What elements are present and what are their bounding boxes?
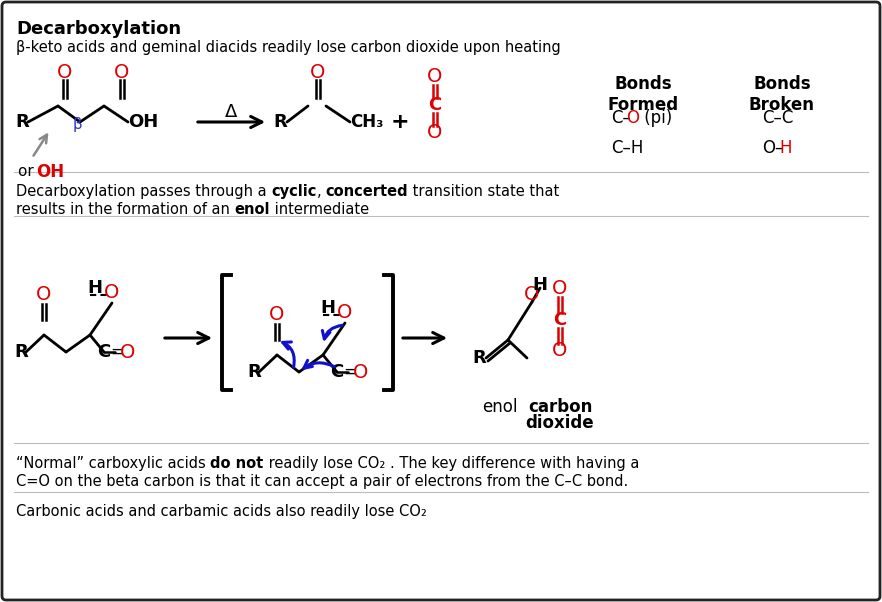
Text: results in the formation of an: results in the formation of an bbox=[16, 202, 235, 217]
Text: C: C bbox=[553, 311, 566, 329]
Text: Carbonic acids and carbamic acids also readily lose CO₂: Carbonic acids and carbamic acids also r… bbox=[16, 504, 427, 519]
Text: C=O on the beta carbon is that it can accept a pair of electrons from the C–C bo: C=O on the beta carbon is that it can ac… bbox=[16, 474, 628, 489]
Text: Δ: Δ bbox=[225, 103, 237, 121]
Text: O: O bbox=[120, 343, 136, 361]
Text: β-keto acids and geminal diacids readily lose carbon dioxide upon heating: β-keto acids and geminal diacids readily… bbox=[16, 40, 561, 55]
Text: O: O bbox=[115, 63, 130, 81]
Text: or: or bbox=[18, 164, 39, 179]
Text: O: O bbox=[427, 123, 443, 143]
Text: readily lose CO₂ . The key difference with having a: readily lose CO₂ . The key difference wi… bbox=[264, 456, 639, 471]
Text: R: R bbox=[15, 113, 29, 131]
Text: R: R bbox=[14, 343, 27, 361]
Text: =: = bbox=[110, 343, 124, 361]
Text: H: H bbox=[87, 279, 102, 297]
Text: Bonds
Formed: Bonds Formed bbox=[608, 75, 678, 114]
Text: R: R bbox=[247, 363, 261, 381]
Text: transition state that: transition state that bbox=[408, 184, 560, 199]
Text: concerted: concerted bbox=[325, 184, 408, 199]
Text: H: H bbox=[779, 139, 791, 157]
Text: enol: enol bbox=[235, 202, 270, 217]
Text: +: + bbox=[391, 112, 409, 132]
Text: O: O bbox=[310, 63, 325, 81]
Text: CH₃: CH₃ bbox=[350, 113, 384, 131]
Text: “Normal” carboxylic acids: “Normal” carboxylic acids bbox=[16, 456, 211, 471]
Text: enol: enol bbox=[482, 398, 518, 416]
Text: C: C bbox=[429, 96, 442, 114]
Text: R: R bbox=[472, 349, 486, 367]
Text: O: O bbox=[524, 285, 540, 305]
Text: H: H bbox=[320, 299, 335, 317]
Text: cyclic: cyclic bbox=[272, 184, 317, 199]
Text: Bonds
Broken: Bonds Broken bbox=[749, 75, 815, 114]
Text: C–C: C–C bbox=[762, 109, 794, 127]
Text: Decarboxylation: Decarboxylation bbox=[16, 20, 181, 38]
Text: O: O bbox=[57, 63, 72, 81]
Text: C–: C– bbox=[611, 109, 631, 127]
Text: =: = bbox=[343, 363, 357, 381]
Text: do not: do not bbox=[211, 456, 264, 471]
Text: β: β bbox=[73, 117, 83, 132]
Text: R: R bbox=[273, 113, 287, 131]
Text: O: O bbox=[104, 282, 120, 302]
Text: O: O bbox=[626, 109, 639, 127]
Text: C: C bbox=[331, 363, 344, 381]
Text: O: O bbox=[337, 302, 353, 321]
Text: C: C bbox=[97, 343, 110, 361]
Text: intermediate: intermediate bbox=[270, 202, 370, 217]
Text: OH: OH bbox=[128, 113, 158, 131]
Text: H: H bbox=[533, 276, 548, 294]
Text: O: O bbox=[552, 341, 568, 361]
Text: O: O bbox=[552, 279, 568, 297]
Text: (pi): (pi) bbox=[639, 109, 672, 127]
Text: O: O bbox=[36, 285, 52, 305]
Text: C–H: C–H bbox=[611, 139, 643, 157]
Text: dioxide: dioxide bbox=[526, 414, 594, 432]
Text: carbon: carbon bbox=[527, 398, 592, 416]
Text: O: O bbox=[427, 67, 443, 87]
Text: OH: OH bbox=[36, 163, 64, 181]
Text: Decarboxylation passes through a: Decarboxylation passes through a bbox=[16, 184, 272, 199]
Text: O: O bbox=[354, 362, 369, 382]
Text: O: O bbox=[269, 305, 285, 324]
Text: ,: , bbox=[317, 184, 325, 199]
Text: O–: O– bbox=[762, 139, 783, 157]
